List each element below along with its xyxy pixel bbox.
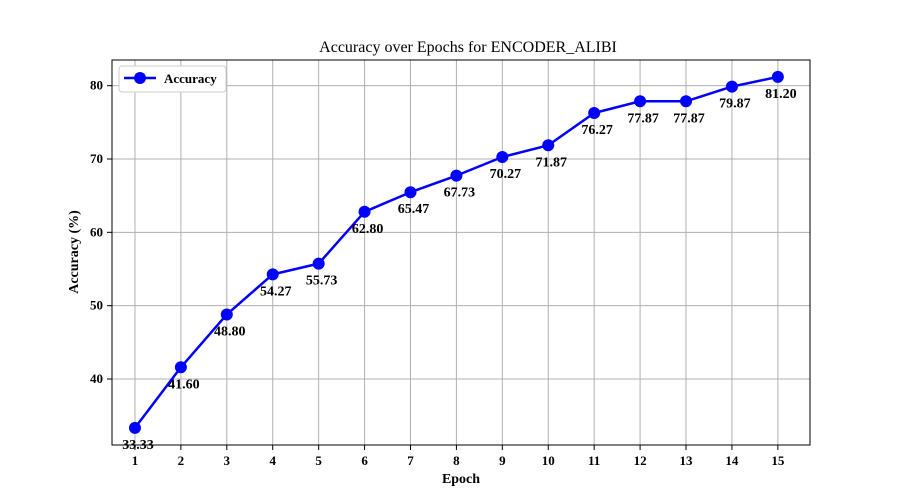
data-label: 79.87 — [719, 97, 751, 112]
x-tick-label: 14 — [725, 453, 739, 468]
data-point — [634, 95, 647, 108]
data-label: 70.27 — [490, 167, 522, 182]
y-tick-label: 50 — [90, 298, 103, 313]
data-label: 33.33 — [122, 438, 154, 453]
x-tick-label: 2 — [178, 453, 185, 468]
legend: Accuracy — [118, 65, 227, 93]
data-label: 65.47 — [398, 202, 430, 217]
legend-box — [118, 65, 227, 93]
legend-label-accuracy: Accuracy — [164, 71, 217, 86]
x-tick-label: 7 — [407, 453, 414, 468]
x-axis-label: Epoch — [442, 472, 480, 487]
data-label: 77.87 — [673, 111, 705, 126]
x-tick-label: 1 — [132, 453, 139, 468]
data-point — [128, 421, 141, 434]
data-point — [496, 151, 509, 164]
data-point — [312, 257, 325, 270]
y-axis-label: Accuracy (%) — [67, 210, 82, 294]
y-tick-label: 60 — [90, 224, 103, 239]
y-tick-label: 40 — [90, 371, 103, 386]
data-labels: 33.33 41.60 48.80 54.27 55.73 62.80 65.47 67.73… — [122, 87, 796, 453]
data-point — [680, 95, 693, 108]
data-point — [450, 169, 463, 182]
data-label: 55.73 — [306, 274, 338, 289]
x-tick-label: 6 — [361, 453, 368, 468]
x-tick-label: 13 — [680, 453, 694, 468]
data-point — [266, 268, 279, 281]
data-point — [404, 186, 417, 199]
plot-frame — [111, 59, 811, 446]
x-tick-label: 3 — [224, 453, 231, 468]
data-label: 62.80 — [352, 222, 384, 237]
data-point — [542, 139, 555, 152]
grid-lines — [112, 60, 810, 445]
chart-title: Accuracy over Epochs for ENCODER_ALIBI — [319, 39, 617, 56]
data-point — [174, 361, 187, 374]
x-tick-label: 4 — [269, 453, 276, 468]
legend-marker — [134, 72, 146, 84]
x-tick-label: 8 — [453, 453, 460, 468]
data-label: 81.20 — [765, 87, 797, 102]
data-point — [771, 70, 784, 83]
data-label: 76.27 — [581, 123, 613, 138]
data-label: 67.73 — [444, 186, 476, 201]
x-tick-label: 15 — [771, 453, 785, 468]
data-point — [358, 205, 371, 218]
data-label: 48.80 — [214, 324, 246, 339]
data-label: 77.87 — [627, 111, 659, 126]
data-label: 71.87 — [536, 155, 568, 170]
data-point — [220, 308, 233, 321]
data-label: 54.27 — [260, 284, 292, 299]
x-tick-label: 9 — [499, 453, 506, 468]
data-label: 41.60 — [168, 377, 200, 392]
x-tick-label: 12 — [634, 453, 647, 468]
y-tick-label: 80 — [90, 78, 103, 93]
data-point — [725, 80, 738, 93]
series-accuracy — [128, 70, 784, 434]
x-tick-label: 10 — [542, 453, 555, 468]
y-tick-label: 70 — [90, 151, 103, 166]
y-axis-ticks: 40 50 60 70 80 — [90, 78, 112, 386]
x-axis-ticks: 1 2 3 4 5 6 7 8 9 10 11 12 13 14 15 — [132, 445, 785, 468]
x-tick-label: 5 — [315, 453, 322, 468]
x-tick-label: 11 — [588, 453, 600, 468]
data-point — [588, 107, 601, 120]
